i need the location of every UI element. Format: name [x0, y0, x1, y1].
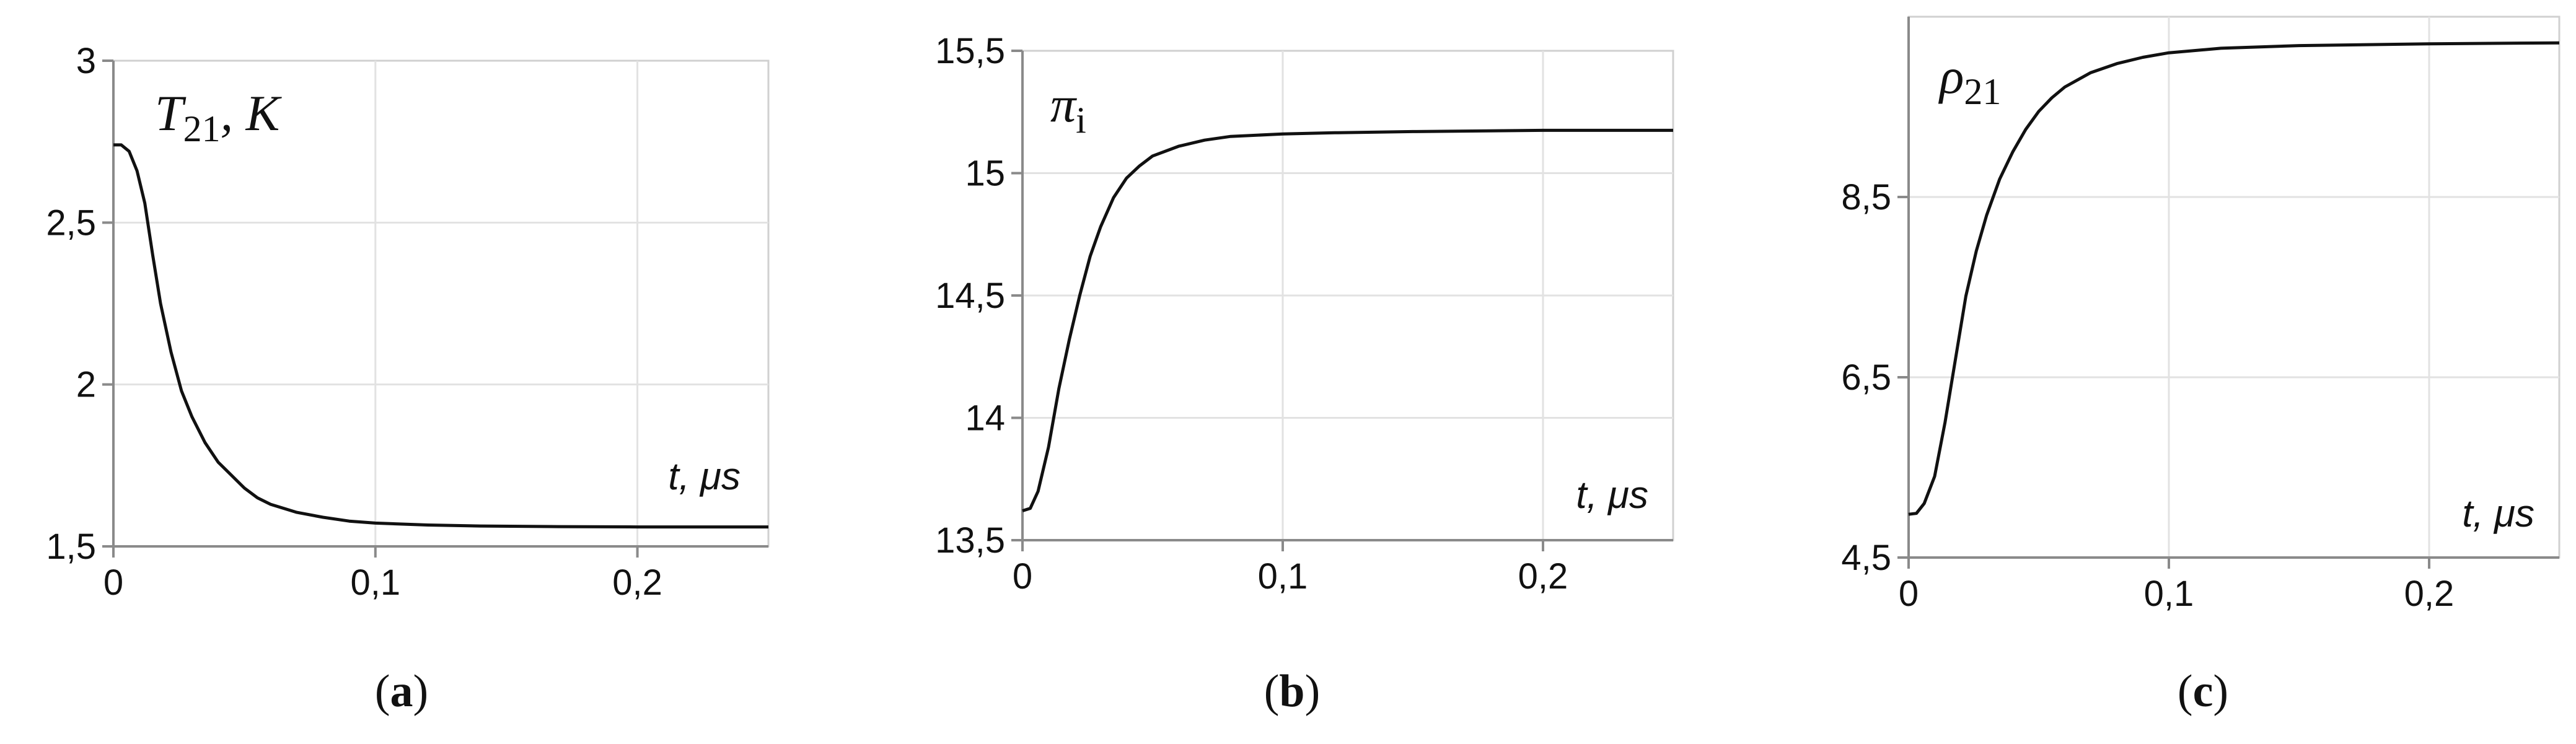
variable-subscript: 21 — [183, 108, 221, 149]
y-tick-label: 3 — [76, 41, 96, 81]
panel-a: 0 0,1 0,2 1,5 2 2,5 3 t, μs T21, K (a) — [46, 41, 770, 717]
variable-label: πi — [1050, 76, 1086, 141]
x-tick-label: 0 — [103, 562, 123, 603]
caption-letter: b — [1279, 666, 1304, 717]
caption-paren-close: ) — [2213, 666, 2228, 717]
variable-subscript: i — [1076, 100, 1086, 141]
panel-caption: (c) — [2178, 666, 2228, 717]
x-axis-title: t, μs — [2462, 492, 2534, 535]
caption-paren-open: ( — [1264, 666, 1280, 717]
caption-paren-open: ( — [2178, 666, 2193, 717]
y-tick-label: 1,5 — [46, 527, 96, 567]
y-tick-label: 2 — [76, 365, 96, 405]
x-tick-label: 0,1 — [1258, 556, 1308, 597]
caption-paren-open: ( — [375, 666, 390, 717]
series-line — [1908, 41, 2560, 516]
y-tick-label: 15 — [965, 154, 1005, 194]
x-tick-label: 0,2 — [2404, 574, 2455, 614]
y-tick-label: 6,5 — [1841, 357, 1891, 398]
y-tick-label: 15,5 — [935, 31, 1005, 71]
series-line — [1022, 128, 1673, 512]
caption-letter: a — [390, 666, 413, 717]
panel-c: 0 0,1 0,2 4,5 6,5 8,5 t, μs ρ21 (c) — [1841, 15, 2561, 717]
x-tick-label: 0,1 — [2144, 574, 2194, 614]
y-tick-label: 14,5 — [935, 276, 1005, 316]
x-tick-label: 0 — [1899, 574, 1919, 614]
variable-label: T21, K — [155, 85, 283, 149]
panel-b: 0 0,1 0,2 13,5 14 14,5 15 15,5 t, μs πi (b) — [935, 31, 1674, 717]
y-tick-label: 4,5 — [1841, 538, 1891, 578]
y-tick-label: 13,5 — [935, 520, 1005, 561]
y-tick-label: 2,5 — [46, 203, 96, 243]
x-tick-label: 0,2 — [1518, 556, 1568, 597]
caption-paren-close: ) — [1305, 666, 1321, 717]
variable-unit: , K — [221, 85, 283, 141]
x-tick-label: 0,2 — [612, 562, 662, 603]
variable-label: ρ21 — [1938, 48, 2001, 112]
caption-paren-close: ) — [413, 666, 429, 717]
variable-symbol: π — [1050, 76, 1077, 133]
x-tick-label: 0,1 — [350, 562, 400, 603]
x-axis-title: t, μs — [1576, 474, 1648, 517]
y-tick-label: 14 — [965, 398, 1005, 439]
x-axis-title: t, μs — [668, 455, 741, 498]
x-tick-label: 0 — [1013, 556, 1032, 597]
variable-symbol: ρ — [1938, 48, 1964, 104]
caption-letter: c — [2193, 666, 2213, 717]
panel-caption: (b) — [1264, 666, 1320, 717]
variable-symbol: T — [155, 85, 187, 141]
panel-caption: (a) — [375, 666, 428, 717]
series-line — [113, 143, 768, 529]
variable-subscript: 21 — [1964, 71, 2001, 112]
y-tick-label: 8,5 — [1841, 177, 1891, 217]
plot-frame — [1907, 15, 2561, 559]
